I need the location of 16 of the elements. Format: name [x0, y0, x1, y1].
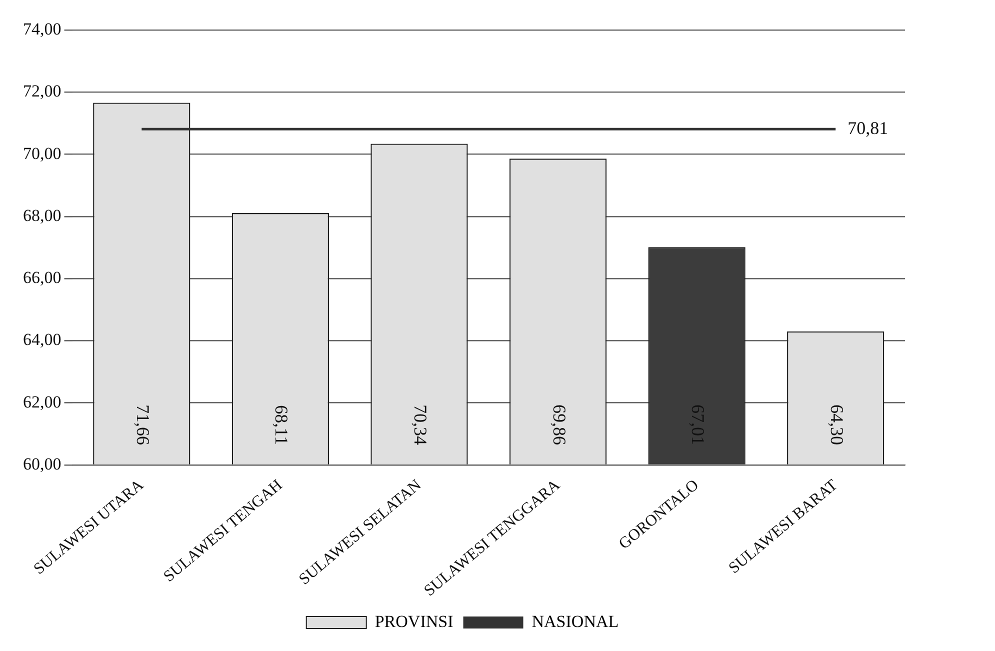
- legend-label: PROVINSI: [374, 612, 454, 631]
- data-label: 64,30: [826, 404, 847, 445]
- y-tick-label: 68,00: [23, 206, 62, 225]
- data-label: 69,86: [549, 404, 570, 445]
- y-tick-label: 66,00: [23, 268, 62, 288]
- y-tick-label: 72,00: [23, 82, 62, 101]
- data-label: 70,81: [848, 118, 888, 138]
- legend-label: NASIONAL: [532, 612, 619, 631]
- y-tick-label: 62,00: [23, 392, 62, 412]
- y-tick-label: 64,00: [23, 330, 62, 350]
- data-label: 70,34: [410, 404, 430, 445]
- y-tick-label: 74,00: [23, 19, 62, 38]
- y-tick-label: 60,00: [23, 454, 62, 474]
- data-label: 68,11: [272, 405, 292, 445]
- y-tick-label: 70,00: [23, 144, 62, 163]
- data-label: 71,66: [132, 404, 153, 445]
